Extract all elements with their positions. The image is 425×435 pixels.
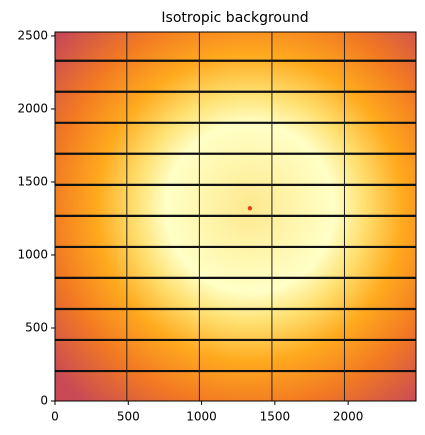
x-tick-label: 1500 <box>260 410 291 424</box>
x-tick-label: 500 <box>117 410 140 424</box>
y-tick-label: 500 <box>25 320 48 334</box>
y-tick-label: 2000 <box>17 101 48 115</box>
beam-center <box>247 206 253 211</box>
chart-title: Isotropic background <box>161 10 308 26</box>
plot-frame <box>54 31 417 402</box>
x-tick-label: 0 <box>51 410 59 424</box>
y-tick-label: 1000 <box>17 247 48 261</box>
x-tick-label: 2000 <box>333 410 364 424</box>
y-tick-label: 2500 <box>17 28 48 42</box>
y-tick-label: 1500 <box>17 174 48 188</box>
x-tick-label: 1000 <box>186 410 217 424</box>
y-tick-label: 0 <box>40 394 48 408</box>
